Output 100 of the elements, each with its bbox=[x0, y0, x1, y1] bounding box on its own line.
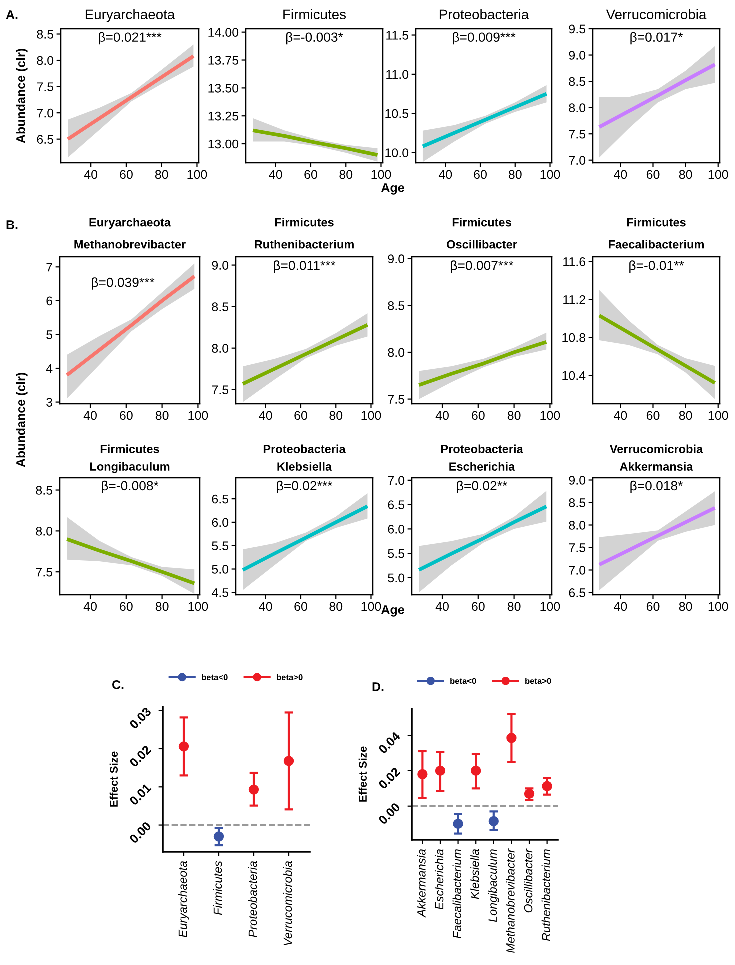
y-tick-label: 7.0 bbox=[569, 566, 586, 575]
text: D. bbox=[372, 682, 384, 692]
legend-label: beta<0 bbox=[202, 674, 228, 680]
chart-title: Proteobacteria bbox=[441, 444, 524, 454]
legend-label: beta<0 bbox=[450, 678, 476, 684]
x-tick-label: 60 bbox=[472, 411, 485, 420]
y-tick-label: 0.02 bbox=[378, 767, 401, 790]
chart-subtitle: Klebsiella bbox=[278, 462, 332, 471]
y-tick-label: 7 bbox=[46, 263, 52, 272]
line-series bbox=[598, 506, 717, 567]
y-tick-label: 9.0 bbox=[388, 254, 405, 264]
annotation: β=-0.008* bbox=[102, 480, 159, 494]
text: A. bbox=[6, 10, 18, 20]
y-axis-title: Effect Size bbox=[110, 752, 118, 807]
y-tick-label: 7.5 bbox=[36, 568, 53, 577]
annotation: β=0.039*** bbox=[92, 278, 155, 290]
x-tick-label: 80 bbox=[155, 170, 168, 180]
y-tick-label: 10.4 bbox=[562, 371, 586, 380]
x-tick-label: 40 bbox=[436, 411, 449, 420]
line-series bbox=[241, 323, 370, 386]
y-tick-label: 9.0 bbox=[212, 261, 229, 270]
x-axis-title: Age bbox=[382, 606, 404, 617]
y-tick-label: 6.5 bbox=[569, 588, 586, 598]
legend-label: beta>0 bbox=[526, 678, 552, 684]
x-tick-label: Oscillibacter bbox=[524, 848, 533, 913]
x-tick-label: 40 bbox=[269, 170, 282, 180]
y-tick-label: 11.2 bbox=[564, 295, 586, 304]
line-series bbox=[417, 504, 548, 572]
chart-title: Proteobacteria bbox=[440, 9, 530, 20]
x-tick-label: Euryarchaeota bbox=[178, 861, 190, 938]
chart-subtitle: Escherichia bbox=[450, 462, 516, 471]
x-tick-label: 60 bbox=[120, 170, 133, 180]
y-tick-label: 6.5 bbox=[212, 494, 229, 504]
x-tick-label: Ruthenibacterium bbox=[542, 850, 550, 942]
x-tick-label: 60 bbox=[120, 411, 133, 420]
line-series bbox=[598, 62, 717, 130]
x-tick-label: 100 bbox=[708, 602, 728, 612]
y-tick-label: 5.0 bbox=[212, 565, 229, 574]
y-tick-label: 9.0 bbox=[569, 476, 586, 485]
y-tick-label: 0.02 bbox=[129, 745, 152, 768]
annotation: β=0.007*** bbox=[451, 260, 514, 273]
y-tick-label: 13.00 bbox=[208, 140, 239, 149]
x-tick-label: 60 bbox=[646, 411, 660, 420]
chart-subtitle: Ruthenibacterium bbox=[255, 240, 354, 249]
y-tick-label: 8.5 bbox=[212, 302, 229, 312]
y-tick-label: 8.5 bbox=[37, 30, 54, 39]
x-tick-label: 40 bbox=[84, 170, 98, 180]
x-tick-label: Escherichia bbox=[434, 849, 444, 910]
chart-title: Firmicutes bbox=[100, 444, 160, 454]
text: B. bbox=[6, 220, 18, 230]
line-series bbox=[65, 538, 196, 586]
y-tick-label: 0.00 bbox=[378, 802, 401, 826]
x-tick-label: 60 bbox=[474, 170, 487, 180]
y-tick-label: 13.25 bbox=[208, 112, 239, 121]
chart-subtitle: Longibaculum bbox=[90, 462, 170, 474]
x-tick-label: 80 bbox=[679, 411, 692, 420]
y-tick-label: 7.5 bbox=[388, 395, 405, 404]
y-tick-label: 8.5 bbox=[569, 498, 586, 508]
y-tick-label: 7.5 bbox=[569, 544, 586, 552]
line-series bbox=[421, 92, 549, 148]
x-tick-label: 80 bbox=[679, 602, 692, 612]
x-tick-label: Faecalibacterium bbox=[452, 850, 462, 939]
y-tick-label: 6.0 bbox=[212, 518, 229, 528]
chart-subtitle: Oscillibacter bbox=[447, 240, 518, 249]
y-tick-label: 6.5 bbox=[388, 500, 405, 510]
y-tick-label: 6 bbox=[46, 296, 53, 306]
x-tick-label: Firmicutes bbox=[213, 861, 222, 916]
annotation: β=0.018* bbox=[630, 480, 684, 494]
y-tick-label: 5.0 bbox=[388, 574, 405, 583]
x-tick-label: Klebsiella bbox=[470, 849, 480, 900]
text: C. bbox=[112, 680, 124, 690]
x-tick-label: 40 bbox=[259, 411, 272, 420]
line-series bbox=[598, 314, 717, 385]
y-tick-label: 11.6 bbox=[564, 258, 586, 266]
y-tick-label: 14.00 bbox=[208, 28, 239, 37]
x-tick-label: 80 bbox=[508, 602, 521, 612]
x-tick-label: 80 bbox=[508, 411, 521, 420]
y-tick-label: 5 bbox=[46, 330, 53, 340]
x-tick-label: 100 bbox=[708, 170, 728, 180]
y-axis-title: Effect Size bbox=[358, 746, 367, 802]
y-tick-label: 7.0 bbox=[37, 108, 54, 118]
y-tick-label: 10.0 bbox=[386, 148, 409, 158]
x-tick-label: 60 bbox=[646, 170, 660, 180]
line-series bbox=[66, 54, 196, 142]
x-tick-label: Methanobrevibacter bbox=[506, 848, 515, 953]
y-tick-label: 9.0 bbox=[569, 51, 586, 60]
line-series bbox=[251, 128, 380, 157]
line-series bbox=[417, 340, 548, 388]
x-tick-label: 40 bbox=[84, 411, 97, 420]
x-tick-label: 40 bbox=[438, 170, 452, 180]
x-tick-label: 100 bbox=[362, 411, 382, 420]
x-tick-label: Verrucomicrobia bbox=[283, 861, 292, 946]
x-tick-label: 80 bbox=[330, 411, 343, 420]
y-tick-label: 7.0 bbox=[388, 476, 405, 486]
annotation: β=0.02*** bbox=[277, 480, 332, 494]
chart-title: Firmicutes bbox=[452, 218, 512, 227]
y-tick-label: 6.5 bbox=[37, 135, 54, 144]
y-tick-label: 5.5 bbox=[388, 549, 405, 558]
y-axis-title: Abundance (clr) bbox=[16, 373, 28, 468]
x-tick-label: 40 bbox=[614, 170, 628, 180]
